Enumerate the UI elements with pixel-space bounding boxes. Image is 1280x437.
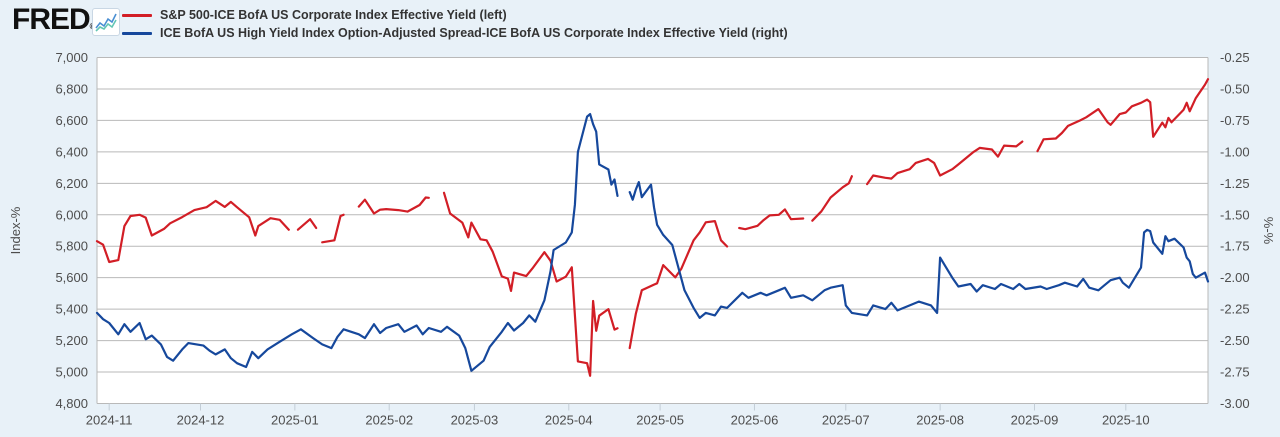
series-line-blue [95, 112, 619, 372]
right-axis-tick-label: -0.25 [1220, 50, 1250, 65]
left-axis-tick-label: 5,600 [55, 270, 88, 285]
chart-legend: S&P 500-ICE BofA US Corporate Index Effe… [122, 6, 788, 42]
legend-label-blue: ICE BofA US High Yield Index Option-Adju… [160, 26, 788, 40]
right-axis-unit-label: %-% [1261, 217, 1276, 245]
x-axis-tick-label: 2025-04 [545, 413, 593, 428]
legend-swatch-red [122, 13, 152, 17]
right-axis-tick-label: -0.50 [1220, 81, 1250, 96]
left-axis-tick-label: 6,200 [55, 176, 88, 191]
right-axis-tick-label: -1.50 [1220, 207, 1250, 222]
series-line-red [738, 208, 805, 231]
series-line-red [357, 196, 430, 215]
x-axis-tick-label: 2025-01 [271, 413, 319, 428]
series-line-red [1036, 78, 1210, 153]
left-axis-unit-label: Index-% [8, 206, 23, 254]
x-axis-tick-label: 2025-10 [1102, 413, 1150, 428]
x-axis-tick-label: 2024-11 [86, 413, 133, 428]
series-line-red [628, 220, 729, 350]
left-axis-tick-label: 4,800 [55, 396, 88, 411]
x-axis-tick-label: 2025-02 [365, 413, 413, 428]
left-axis-tick-label: 7,000 [55, 50, 88, 65]
series-line-red [321, 213, 345, 244]
legend-item-sp500-minus-corp-yield[interactable]: S&P 500-ICE BofA US Corporate Index Effe… [122, 6, 788, 24]
left-axis-tick-label: 6,600 [55, 113, 88, 128]
left-axis-tick-label: 6,000 [55, 207, 88, 222]
x-axis-tick-label: 2025-03 [451, 413, 499, 428]
x-axis-tick-label: 2025-05 [636, 413, 684, 428]
series-line-red [811, 175, 854, 222]
right-axis-tick-label: -2.75 [1220, 365, 1250, 380]
legend-swatch-blue [122, 31, 152, 35]
right-axis-tick-label: -2.25 [1220, 302, 1250, 317]
sparkline-icon [95, 13, 117, 32]
left-axis-tick-label: 5,000 [55, 365, 88, 380]
fred-logo-chart-icon [92, 8, 120, 36]
right-axis-tick-label: -2.00 [1220, 270, 1250, 285]
right-axis-tick-label: -2.50 [1220, 333, 1250, 348]
left-axis-tick-label: 6,800 [55, 81, 88, 96]
right-axis-tick-label: -1.25 [1220, 176, 1250, 191]
left-axis-tick-label: 5,400 [55, 302, 88, 317]
legend-label-red: S&P 500-ICE BofA US Corporate Index Effe… [160, 8, 507, 22]
plot-background [97, 57, 1208, 404]
left-axis-tick-label: 6,400 [55, 144, 88, 159]
series-line-red [442, 191, 619, 377]
left-axis-tick-label: 5,800 [55, 239, 88, 254]
right-axis-tick-label: -1.75 [1220, 239, 1250, 254]
series-line-red [865, 140, 1024, 186]
x-axis-tick-label: 2025-09 [1011, 413, 1059, 428]
x-axis-tick-label: 2025-08 [916, 413, 964, 428]
x-axis-tick-label: 2025-06 [731, 413, 779, 428]
right-axis-tick-label: -1.00 [1220, 144, 1250, 159]
x-axis-tick-label: 2024-12 [177, 413, 225, 428]
legend-item-hy-oas-minus-corp-yield[interactable]: ICE BofA US High Yield Index Option-Adju… [122, 24, 788, 42]
series-line-red [95, 199, 290, 264]
series-line-blue [628, 181, 1210, 319]
chart-header: FRED® S&P 500-ICE BofA US Corporate Inde… [0, 0, 1280, 52]
fred-logo-text: FRED [12, 3, 91, 36]
right-axis-tick-label: -3.00 [1220, 396, 1250, 411]
x-axis-tick-label: 2025-07 [822, 413, 870, 428]
right-axis-tick-label: -0.75 [1220, 113, 1250, 128]
fred-logo[interactable]: FRED® [12, 3, 96, 43]
series-line-red [296, 218, 318, 231]
left-axis-tick-label: 5,200 [55, 333, 88, 348]
